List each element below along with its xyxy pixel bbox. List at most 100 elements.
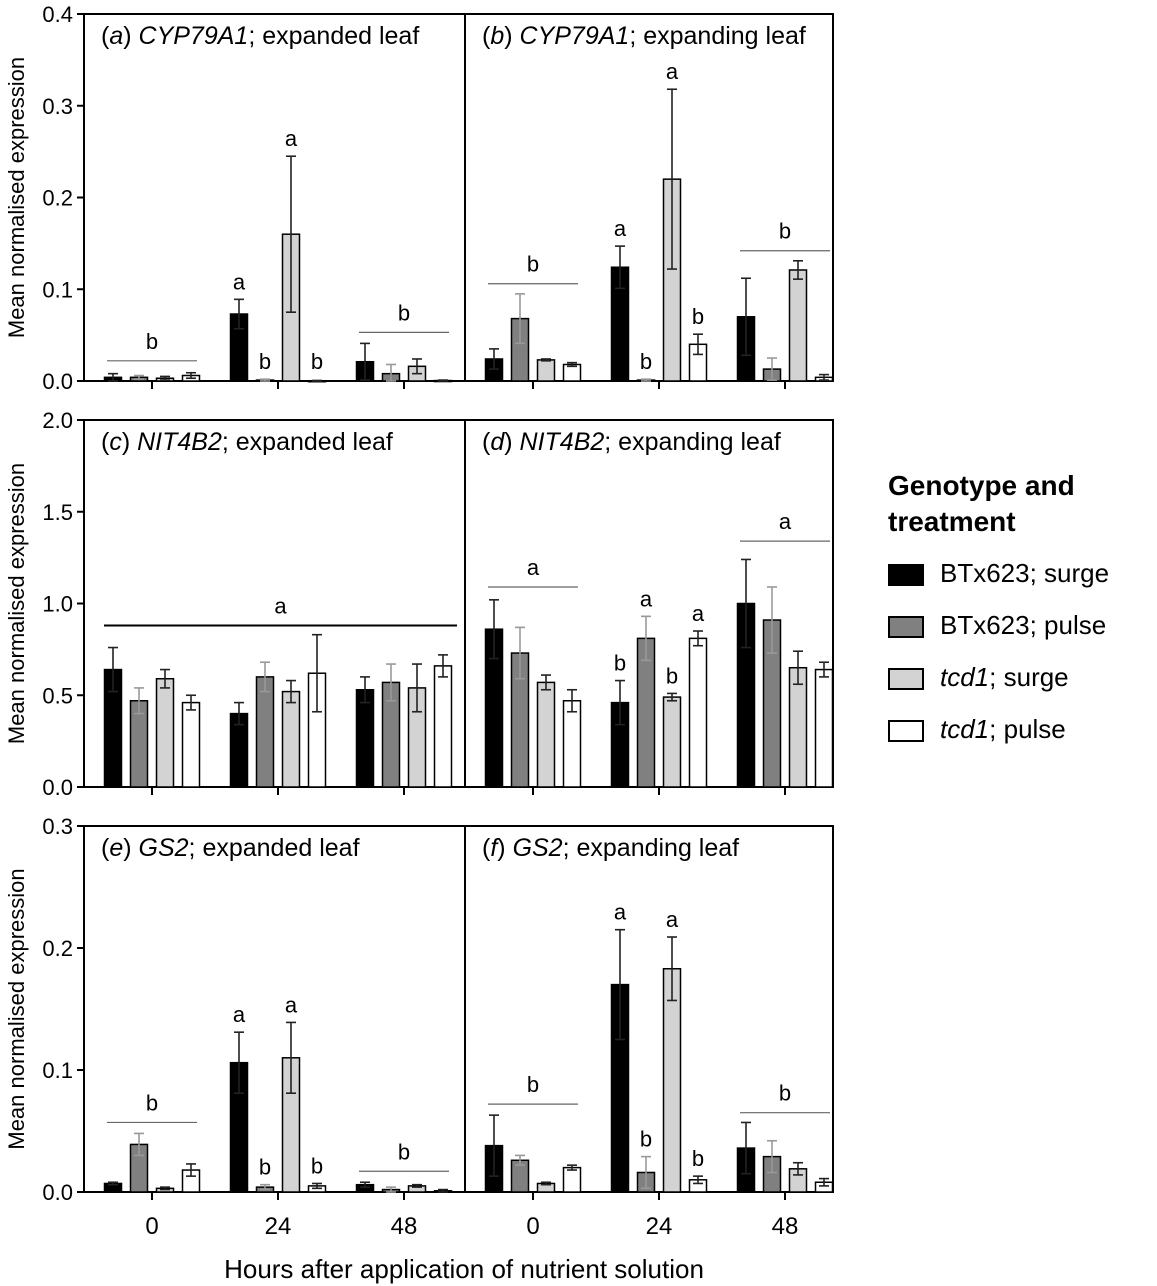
legend-label: tcd1; surge bbox=[940, 662, 1069, 692]
bar bbox=[662, 696, 682, 788]
significance-letter: b bbox=[614, 651, 626, 676]
significance-letter: b bbox=[692, 304, 704, 329]
significance-letter: a bbox=[666, 59, 679, 84]
significance-letter: a bbox=[666, 907, 679, 932]
legend-swatch bbox=[888, 720, 924, 742]
y-axis-label: Mean normalised expression bbox=[4, 463, 29, 744]
bar bbox=[788, 269, 808, 382]
x-axis-label: Hours after application of nutrient solu… bbox=[224, 1254, 704, 1284]
x-tick-label: 24 bbox=[265, 1213, 292, 1240]
significance-letter: a bbox=[285, 126, 298, 151]
x-tick-label: 0 bbox=[145, 1213, 158, 1240]
legend-item-btx623-surge: BTx623; surge bbox=[888, 552, 1148, 604]
panel-e: 0.0 0.1 0.2 0.3 Mean normalised expression 0 2… bbox=[4, 814, 466, 1240]
panel-title: (f) GS2; expanding leaf bbox=[482, 834, 739, 862]
y-tick-label: 0.0 bbox=[42, 775, 73, 800]
group-letter: b bbox=[527, 1072, 539, 1097]
panel-title: (a) CYP79A1; expanded leaf bbox=[101, 22, 419, 50]
significance-letter: b bbox=[640, 349, 652, 374]
significance-letter: a bbox=[233, 1002, 246, 1027]
panel-f: 0 24 48 (f) GS2; expanding leaf a b a b b b bbox=[464, 825, 834, 1240]
significance-letter: b bbox=[311, 349, 323, 374]
group-letter: a bbox=[779, 509, 792, 534]
bar bbox=[562, 1166, 582, 1193]
legend: Genotype and treatment BTx623; surge BTx… bbox=[888, 468, 1148, 760]
panel-frame bbox=[83, 13, 466, 382]
significance-letter: a bbox=[614, 216, 627, 241]
y-tick-label: 0.1 bbox=[42, 1058, 73, 1083]
panel-d: (d) NIT4B2; expanding leaf b a b a a a bbox=[464, 419, 834, 795]
y-tick-label: 0.3 bbox=[42, 94, 73, 119]
significance-letter: b bbox=[640, 1127, 652, 1152]
y-tick-label: 0.0 bbox=[42, 1180, 73, 1205]
bar bbox=[562, 700, 582, 788]
group-letter: b bbox=[146, 329, 158, 354]
significance-letter: b bbox=[259, 349, 271, 374]
legend-swatch bbox=[888, 616, 924, 638]
panel-title: (e) GS2; expanded leaf bbox=[101, 834, 360, 862]
significance-letter: a bbox=[233, 269, 246, 294]
group-letter: b bbox=[398, 300, 410, 325]
legend-title-line1: Genotype and bbox=[888, 470, 1075, 501]
legend-label: BTx623; surge bbox=[940, 558, 1110, 588]
panel-a: 0.0 0.1 0.2 0.3 0.4 Mean normalised expressio… bbox=[4, 2, 466, 394]
y-tick-label: 0.4 bbox=[42, 2, 73, 27]
y-tick-label: 0.1 bbox=[42, 277, 73, 302]
y-axis-label: Mean normalised expression bbox=[4, 57, 29, 338]
bar bbox=[814, 668, 834, 788]
significance-letter: b bbox=[311, 1153, 323, 1178]
panel-frame bbox=[83, 825, 466, 1193]
legend-item-tcd1-surge: tcd1; surge bbox=[888, 656, 1148, 708]
group-letter: b bbox=[779, 219, 791, 244]
panel-title: (b) CYP79A1; expanding leaf bbox=[482, 22, 806, 50]
group-letter: b bbox=[527, 252, 539, 277]
bar bbox=[281, 690, 301, 788]
bar bbox=[536, 681, 556, 788]
significance-letter: b bbox=[666, 663, 678, 688]
panel-title: (c) NIT4B2; expanded leaf bbox=[101, 428, 393, 456]
group-letter: b bbox=[779, 1081, 791, 1106]
legend-item-btx623-pulse: BTx623; pulse bbox=[888, 604, 1148, 656]
bar bbox=[355, 688, 375, 788]
group-letter: b bbox=[398, 1139, 410, 1164]
group-letter: a bbox=[274, 594, 287, 619]
panels: 0.0 0.1 0.2 0.3 0.4 Mean normalised expressio… bbox=[4, 2, 834, 1240]
legend-swatch bbox=[888, 668, 924, 690]
x-tick-label: 48 bbox=[772, 1213, 799, 1240]
panel-c: 0.0 0.5 1.0 1.5 2.0 Mean normalised expressio… bbox=[4, 408, 466, 800]
bar bbox=[255, 676, 275, 788]
y-tick-label: 0.5 bbox=[42, 683, 73, 708]
bar bbox=[688, 637, 708, 788]
panel-b: (b) CYP79A1; expanding leaf a b a b b b bbox=[464, 13, 834, 389]
significance-letter: a bbox=[692, 601, 705, 626]
significance-letter: a bbox=[614, 900, 627, 925]
y-tick-label: 0.2 bbox=[42, 186, 73, 211]
legend-label: tcd1; pulse bbox=[940, 714, 1066, 744]
x-tick-label: 48 bbox=[391, 1213, 418, 1240]
x-tick-label: 24 bbox=[646, 1213, 673, 1240]
y-tick-label: 0.2 bbox=[42, 936, 73, 961]
bar bbox=[155, 677, 175, 788]
legend-item-tcd1-pulse: tcd1; pulse bbox=[888, 708, 1148, 760]
x-tick-label: 0 bbox=[526, 1213, 539, 1240]
significance-letter: b bbox=[259, 1155, 271, 1180]
y-tick-label: 0.3 bbox=[42, 814, 73, 839]
group-letter: a bbox=[527, 555, 540, 580]
legend-title-line2: treatment bbox=[888, 506, 1016, 537]
y-tick-label: 2.0 bbox=[42, 408, 73, 433]
significance-letter: a bbox=[285, 992, 298, 1017]
panel-title: (d) NIT4B2; expanding leaf bbox=[482, 428, 781, 456]
y-tick-label: 0.0 bbox=[42, 369, 73, 394]
y-tick-label: 1.5 bbox=[42, 500, 73, 525]
group-letter: b bbox=[146, 1090, 158, 1115]
bar bbox=[788, 666, 808, 788]
legend-title: Genotype and treatment bbox=[888, 468, 1148, 540]
legend-swatch bbox=[888, 564, 924, 586]
y-axis-label: Mean normalised expression bbox=[4, 868, 29, 1149]
bar bbox=[536, 359, 556, 382]
bar bbox=[181, 701, 201, 788]
significance-letter: b bbox=[692, 1146, 704, 1171]
y-tick-label: 1.0 bbox=[42, 592, 73, 617]
bar bbox=[433, 665, 453, 788]
